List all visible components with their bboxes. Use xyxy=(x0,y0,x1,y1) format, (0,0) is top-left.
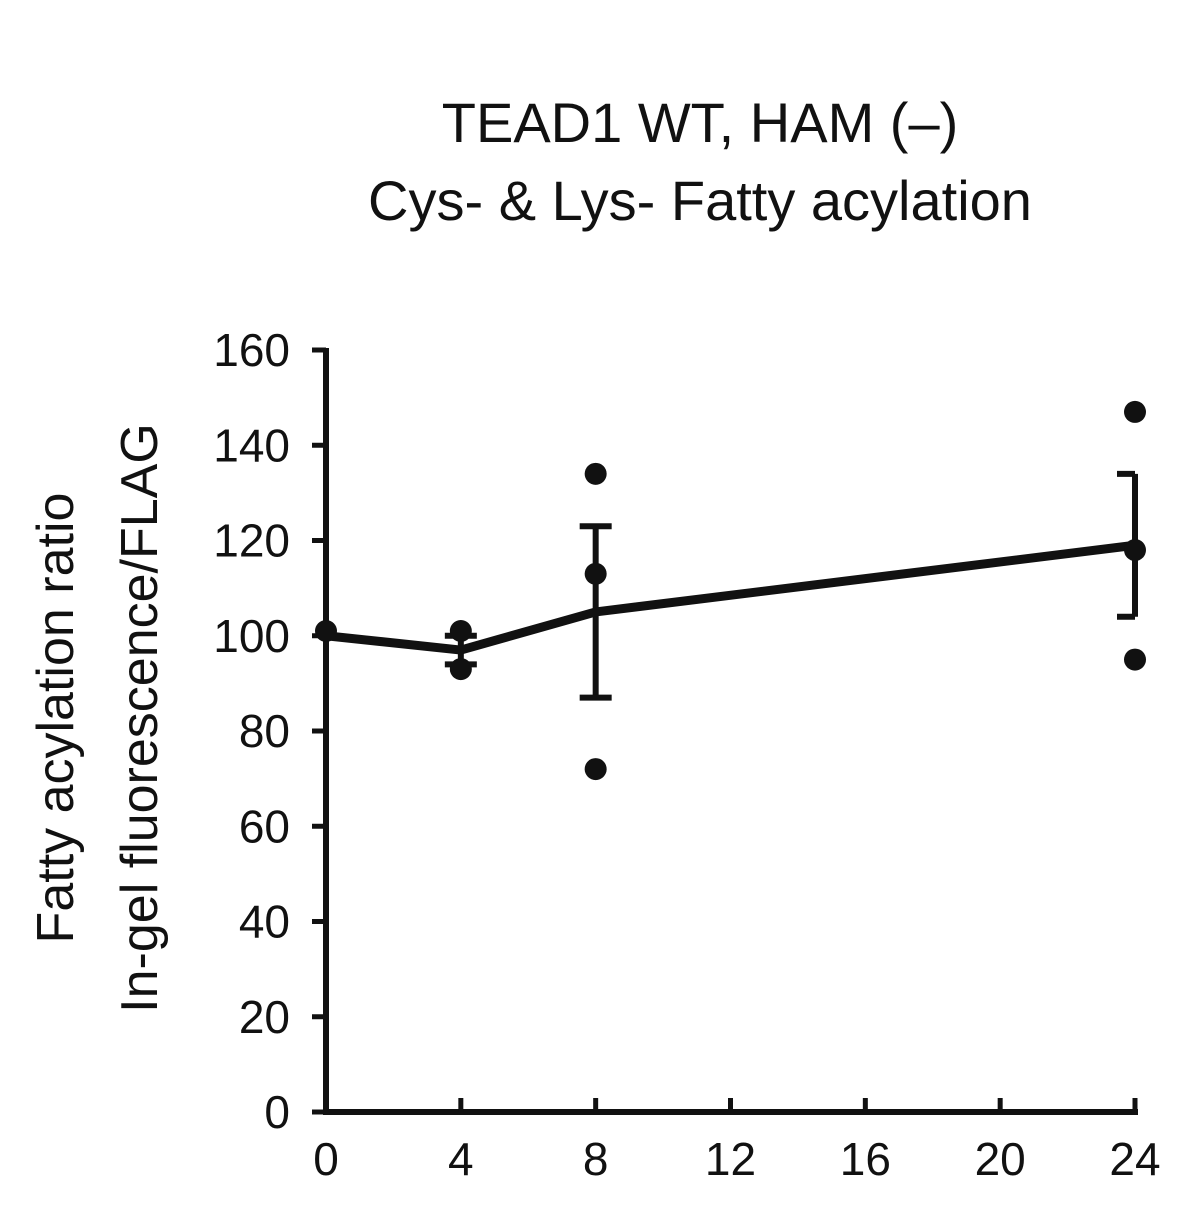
data-point xyxy=(584,462,607,485)
y-tick-label: 40 xyxy=(239,896,290,948)
data-point xyxy=(1124,400,1146,423)
x-tick-label: 8 xyxy=(583,1133,609,1185)
mean-line-group xyxy=(321,540,1140,655)
data-point xyxy=(584,758,607,781)
y-tick-label: 140 xyxy=(213,419,290,471)
chart-title-line-2: Cys- & Lys- Fatty acylation xyxy=(368,169,1032,232)
x-tick-label: 16 xyxy=(840,1133,891,1185)
y-tick-label: 0 xyxy=(264,1086,290,1138)
x-tick-label: 12 xyxy=(705,1133,756,1185)
data-point xyxy=(315,619,337,642)
data-point xyxy=(1124,539,1146,562)
y-tick-label: 80 xyxy=(239,705,290,757)
data-points xyxy=(315,400,1146,781)
x-tick-label: 4 xyxy=(448,1133,474,1185)
x-tick-label: 20 xyxy=(975,1133,1026,1185)
y-tick-label: 100 xyxy=(213,610,290,662)
y-tick-label: 20 xyxy=(239,991,290,1043)
y-tick-label: 60 xyxy=(239,800,290,852)
x-axis-ticks: 0 4 8 12 16 20 24 xyxy=(313,1098,1161,1185)
y-axis-label-line-2: In-gel fluorescence/FLAG xyxy=(111,423,169,1013)
x-tick-label: 0 xyxy=(313,1133,339,1185)
y-tick-label: 120 xyxy=(213,515,290,567)
y-axis-label-line-1: Fatty acylation ratio xyxy=(27,493,85,944)
data-point xyxy=(449,658,472,681)
data-point xyxy=(1124,648,1146,671)
mean-line xyxy=(321,540,1140,655)
x-tick-label: 24 xyxy=(1109,1133,1160,1185)
data-point xyxy=(584,562,607,585)
y-tick-label: 160 xyxy=(213,324,290,376)
data-point xyxy=(449,619,472,642)
chart-title-line-1: TEAD1 WT, HAM (–) xyxy=(442,91,958,154)
y-axis-ticks: 0 20 40 60 80 100 120 140 160 xyxy=(213,324,326,1138)
axes xyxy=(323,348,1138,1115)
